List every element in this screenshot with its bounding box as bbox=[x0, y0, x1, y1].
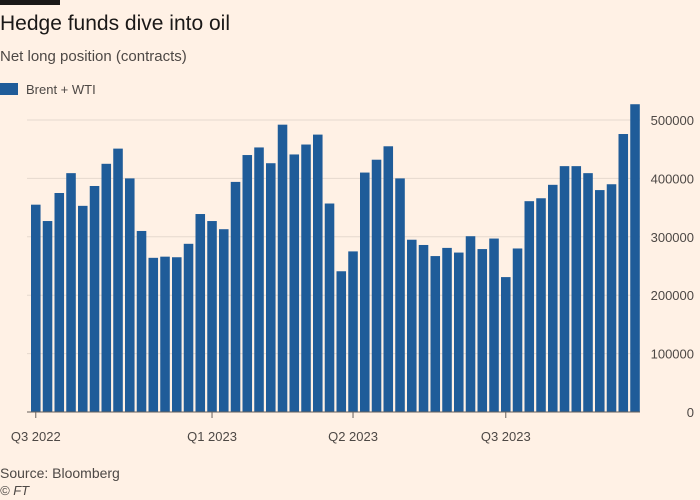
bar bbox=[289, 154, 300, 412]
bar bbox=[348, 251, 358, 412]
x-tick-label: Q1 2023 bbox=[187, 429, 237, 444]
bar bbox=[477, 249, 488, 412]
bar bbox=[407, 239, 417, 412]
bar bbox=[371, 159, 382, 412]
bar bbox=[571, 166, 582, 412]
bar bbox=[301, 144, 311, 412]
bar bbox=[512, 248, 523, 412]
bar bbox=[630, 104, 640, 413]
bar bbox=[313, 134, 323, 412]
bar bbox=[277, 124, 288, 412]
title-accent-bar bbox=[0, 0, 60, 5]
x-tick-label: Q3 2023 bbox=[481, 429, 531, 444]
bar bbox=[583, 173, 593, 412]
bar bbox=[54, 193, 65, 412]
y-tick-label: 100000 bbox=[651, 347, 694, 362]
bar bbox=[230, 181, 241, 412]
bar bbox=[136, 230, 147, 412]
bar bbox=[536, 198, 546, 412]
bar bbox=[442, 247, 452, 412]
bar bbox=[101, 163, 112, 412]
bar bbox=[219, 229, 229, 412]
legend-label: Brent + WTI bbox=[26, 81, 96, 97]
bar bbox=[66, 173, 76, 412]
bar bbox=[195, 214, 206, 412]
x-tick-label: Q2 2023 bbox=[328, 429, 378, 444]
source-note: Source: Bloomberg bbox=[0, 465, 120, 481]
y-tick-label: 300000 bbox=[651, 230, 694, 245]
bar bbox=[183, 243, 194, 412]
bar bbox=[465, 236, 476, 412]
bar-chart: 0 100000 200000 300000 400000 500000 Q3 2022 Q1… bbox=[11, 104, 694, 444]
bar bbox=[524, 201, 535, 412]
bar bbox=[207, 221, 217, 412]
bar bbox=[336, 271, 347, 412]
bar bbox=[395, 178, 405, 412]
bar bbox=[148, 257, 159, 412]
bar bbox=[454, 252, 464, 412]
legend-swatch bbox=[0, 83, 18, 95]
bar bbox=[78, 205, 88, 412]
bar bbox=[559, 166, 570, 412]
bar bbox=[618, 134, 629, 413]
bar bbox=[430, 256, 441, 412]
bar bbox=[324, 203, 335, 412]
bar bbox=[548, 184, 558, 412]
bar bbox=[172, 257, 182, 412]
bar bbox=[113, 148, 123, 412]
y-tick-label: 200000 bbox=[651, 288, 694, 303]
bar bbox=[31, 204, 41, 412]
y-tick-label: 500000 bbox=[651, 113, 694, 128]
bar bbox=[89, 185, 100, 412]
bar bbox=[266, 163, 276, 412]
y-tick-label: 400000 bbox=[651, 171, 694, 186]
chart-subtitle: Net long position (contracts) bbox=[0, 48, 187, 65]
y-tick-label: 0 bbox=[687, 405, 694, 420]
bar bbox=[418, 244, 429, 412]
bar bbox=[360, 172, 370, 412]
bar bbox=[595, 190, 605, 412]
bar bbox=[42, 221, 53, 412]
bar bbox=[242, 155, 253, 413]
chart-title: Hedge funds dive into oil bbox=[0, 12, 230, 35]
bar bbox=[489, 238, 499, 412]
bar bbox=[125, 178, 135, 412]
bar bbox=[254, 147, 264, 412]
bar bbox=[160, 256, 170, 412]
bar bbox=[383, 146, 394, 412]
ft-credit: © FT bbox=[0, 483, 30, 498]
bar bbox=[606, 184, 617, 412]
x-tick-label: Q3 2022 bbox=[11, 429, 61, 444]
legend: Brent + WTI bbox=[0, 80, 96, 98]
bar bbox=[501, 277, 511, 412]
